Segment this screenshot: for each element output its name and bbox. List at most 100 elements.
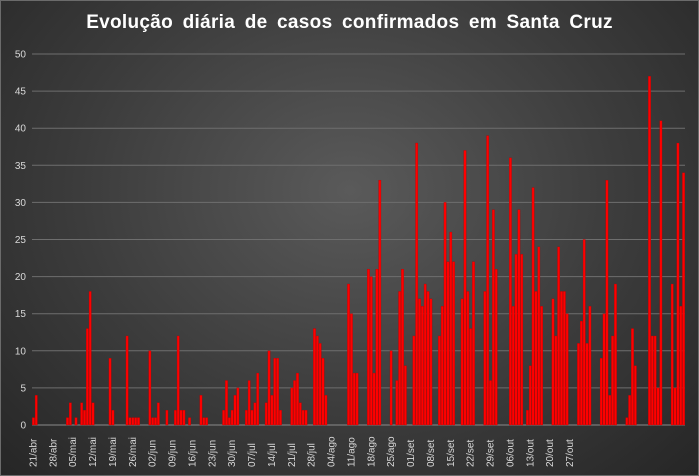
x-tick-label: 29/set — [486, 440, 497, 467]
bar — [165, 410, 169, 426]
bar — [415, 142, 419, 426]
x-tick-label: 25/ago — [386, 436, 397, 467]
bar — [321, 358, 325, 426]
bar — [648, 76, 651, 426]
bar — [355, 372, 359, 426]
bar — [631, 328, 634, 426]
bar — [247, 380, 251, 426]
bar — [205, 417, 208, 426]
bar — [625, 417, 629, 426]
bar — [537, 246, 541, 426]
bar — [438, 335, 441, 426]
bar — [230, 410, 234, 426]
x-tick-label: 11/ago — [346, 437, 357, 467]
bar — [460, 298, 464, 426]
bar — [236, 387, 240, 426]
bar — [494, 269, 498, 426]
y-tick-label: 50 — [15, 50, 27, 61]
bar — [182, 410, 186, 426]
bar — [367, 269, 370, 426]
bar — [528, 365, 532, 426]
y-tick-label: 35 — [15, 161, 27, 172]
bar — [375, 269, 379, 426]
bar — [233, 395, 237, 426]
bar — [369, 276, 373, 426]
bar — [633, 365, 637, 426]
bar — [250, 410, 254, 426]
x-tick-label: 05/mai — [68, 437, 79, 467]
bar — [659, 120, 663, 426]
bar — [125, 335, 129, 426]
bar — [531, 187, 535, 426]
bar — [483, 291, 487, 426]
x-tick-label: 15/set — [446, 440, 457, 467]
x-tick-label: 12/mai — [88, 437, 99, 467]
bar — [489, 380, 492, 426]
bar — [628, 395, 631, 426]
bar — [421, 306, 424, 426]
bar — [69, 402, 72, 426]
y-tick-label: 5 — [20, 383, 26, 394]
bar — [86, 328, 89, 426]
bar — [486, 135, 489, 426]
bar — [443, 202, 447, 426]
bar — [463, 150, 467, 426]
bar — [679, 306, 683, 426]
bar — [199, 395, 203, 426]
x-tick-label: 19/mai — [108, 437, 119, 467]
bar — [557, 246, 560, 426]
bar — [492, 209, 495, 426]
bar — [534, 291, 538, 426]
bar — [682, 172, 685, 426]
bar — [304, 410, 308, 426]
bar — [157, 402, 160, 426]
bar — [582, 239, 586, 426]
x-tick-label: 01/set — [406, 440, 417, 467]
bar — [148, 350, 152, 426]
bar — [372, 372, 376, 426]
bar — [449, 231, 453, 426]
chart-title: Evolução diária de casos confirmados em … — [86, 12, 613, 33]
bar — [264, 402, 268, 426]
bar — [429, 298, 433, 426]
bar — [128, 417, 132, 426]
bar — [577, 343, 580, 426]
x-tick-label: 16/jun — [187, 440, 198, 467]
bar — [202, 417, 206, 426]
bar — [418, 298, 421, 426]
bar — [656, 387, 660, 426]
bar — [511, 306, 515, 426]
x-tick-label: 02/jun — [148, 440, 159, 467]
x-tick-label: 04/ago — [327, 436, 338, 467]
bar — [253, 402, 257, 426]
bar — [608, 395, 612, 426]
bar — [293, 380, 296, 426]
x-tick-label: 22/set — [466, 440, 477, 467]
bar — [270, 395, 274, 426]
bar — [225, 380, 228, 426]
y-tick-label: 15 — [15, 309, 27, 320]
bar — [80, 402, 84, 426]
bar — [245, 410, 248, 426]
bar — [452, 261, 455, 426]
bar — [316, 335, 319, 426]
bar — [551, 298, 555, 426]
x-tick-label: 28/jul — [307, 443, 318, 467]
bar — [131, 417, 135, 426]
bar — [466, 291, 470, 426]
bar — [560, 291, 563, 426]
bar — [565, 313, 569, 426]
bar — [653, 335, 657, 426]
bar — [588, 306, 592, 426]
bar — [174, 410, 177, 426]
bar — [108, 358, 112, 426]
x-tick-label: 06/out — [505, 439, 516, 467]
bar — [301, 410, 305, 426]
bar — [313, 328, 316, 426]
bar — [398, 291, 401, 426]
x-tick-label: 27/out — [565, 439, 576, 467]
x-tick-label: 23/jun — [207, 440, 218, 467]
bar — [352, 372, 356, 426]
